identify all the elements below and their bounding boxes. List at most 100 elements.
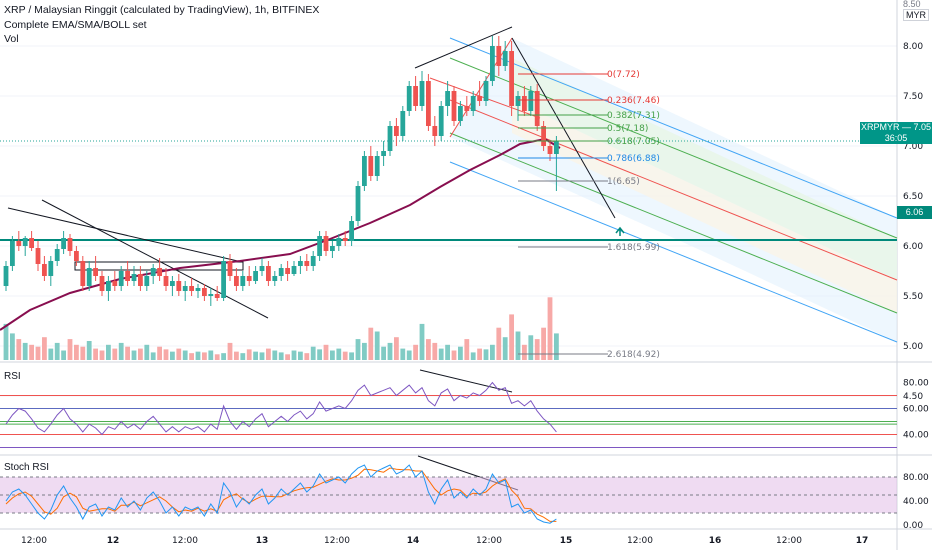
volume-bar — [48, 348, 54, 360]
candle-body — [285, 268, 290, 274]
candle-body — [336, 238, 342, 246]
volume-bar — [163, 349, 169, 360]
candle-body — [317, 236, 322, 256]
indicator-label-ema[interactable]: Complete EMA/SMA/BOLL set — [4, 19, 147, 31]
candle-body — [387, 126, 393, 151]
channel-line — [449, 99, 898, 281]
volume-bar — [496, 327, 502, 360]
candle-body — [310, 256, 316, 266]
volume-bar — [413, 344, 418, 360]
stoch-rsi-label[interactable]: Stoch RSI — [4, 462, 50, 473]
price-tick-label: 8.00 — [903, 42, 923, 52]
candle-body — [176, 281, 182, 291]
volume-bar — [445, 344, 450, 360]
candle-body — [67, 238, 73, 251]
candle-body — [150, 268, 156, 276]
currency-label[interactable]: MYR — [903, 9, 929, 21]
candle-body — [80, 261, 86, 286]
volume-bar — [547, 297, 553, 360]
candle-body — [278, 268, 284, 276]
fib-level-label: 0(7.72) — [607, 70, 640, 80]
candle-body — [534, 91, 540, 126]
volume-bar — [381, 346, 386, 360]
volume-bar — [336, 348, 342, 360]
candle-body — [22, 238, 28, 246]
time-tick-label: 12:00 — [476, 536, 502, 546]
candle-body — [400, 111, 406, 136]
candle-body — [112, 281, 118, 286]
channel-line — [449, 37, 898, 219]
trend-line — [41, 199, 269, 319]
rsi-line — [5, 381, 557, 436]
candle-body — [170, 281, 175, 286]
volume-bar — [330, 350, 335, 360]
volume-bar — [362, 342, 367, 360]
candle-body — [355, 186, 361, 221]
candle-body — [240, 276, 246, 286]
volume-bar — [477, 348, 482, 360]
candle-body — [74, 251, 79, 261]
candle-body — [195, 288, 201, 291]
volume-bar — [528, 335, 534, 360]
fib-level-label: 0.236(7.46) — [607, 96, 660, 106]
symbol-badge: XRPMYR — [860, 122, 900, 132]
stoch-tick-label: 40.00 — [903, 497, 929, 507]
fib-level-label: 0.618(7.05) — [607, 137, 660, 147]
candle-body — [182, 286, 188, 291]
candle-body — [477, 96, 482, 101]
volume-bar — [298, 351, 303, 360]
candle-body — [464, 106, 470, 111]
price-badge: XRPMYR — 7.05 36:05 — [860, 122, 932, 144]
candle-body — [118, 271, 124, 286]
stoch-tick-label: 0.00 — [903, 521, 923, 531]
candle-body — [125, 271, 130, 281]
time-tick-label: 12:00 — [324, 536, 350, 546]
candle-body — [368, 156, 374, 176]
volume-bar — [202, 352, 207, 360]
rsi-label[interactable]: RSI — [4, 371, 21, 382]
candle-body — [496, 46, 502, 66]
time-tick-label: 12:00 — [627, 536, 653, 546]
volume-bar — [106, 344, 111, 360]
volume-bar — [451, 350, 457, 360]
time-tick-label: 12:00 — [776, 536, 802, 546]
volume-bar — [29, 344, 34, 360]
volume-bar — [208, 350, 214, 360]
candle-body — [16, 241, 22, 246]
chart-title: XRP / Malaysian Ringgit (calculated by T… — [4, 4, 320, 16]
candle-body — [362, 156, 367, 186]
candle-body — [214, 294, 220, 298]
volume-bar — [426, 339, 431, 360]
indicator-label-vol[interactable]: Vol — [4, 33, 19, 45]
volume-bar — [291, 350, 297, 360]
fib-level-label: 0.382(7.31) — [607, 111, 660, 121]
candle-body — [374, 156, 380, 176]
candle-body — [272, 276, 278, 281]
candle-body — [483, 81, 489, 101]
volume-bar — [419, 323, 425, 360]
volume-bar — [42, 337, 47, 360]
candle-body — [490, 46, 495, 81]
candle-body — [234, 276, 239, 286]
stoch-tick-label: 80.00 — [903, 473, 929, 483]
candle-body — [509, 51, 514, 106]
candle-body — [432, 126, 438, 136]
volume-bar — [10, 333, 15, 360]
time-tick-label: 14 — [407, 536, 420, 546]
candle-body — [208, 294, 214, 296]
rsi-tick-label: 40.00 — [903, 431, 929, 441]
candle-body — [253, 271, 258, 281]
candle-body — [528, 91, 534, 111]
candle-body — [259, 266, 265, 271]
volume-bar — [490, 344, 495, 360]
candle-body — [131, 274, 137, 281]
volume-bar — [86, 341, 92, 360]
volume-bar — [323, 344, 329, 360]
candle-body — [470, 96, 476, 111]
candle-body — [342, 238, 348, 241]
volume-bar — [310, 346, 316, 360]
candle-body — [515, 96, 521, 106]
volume-bar — [534, 339, 540, 360]
